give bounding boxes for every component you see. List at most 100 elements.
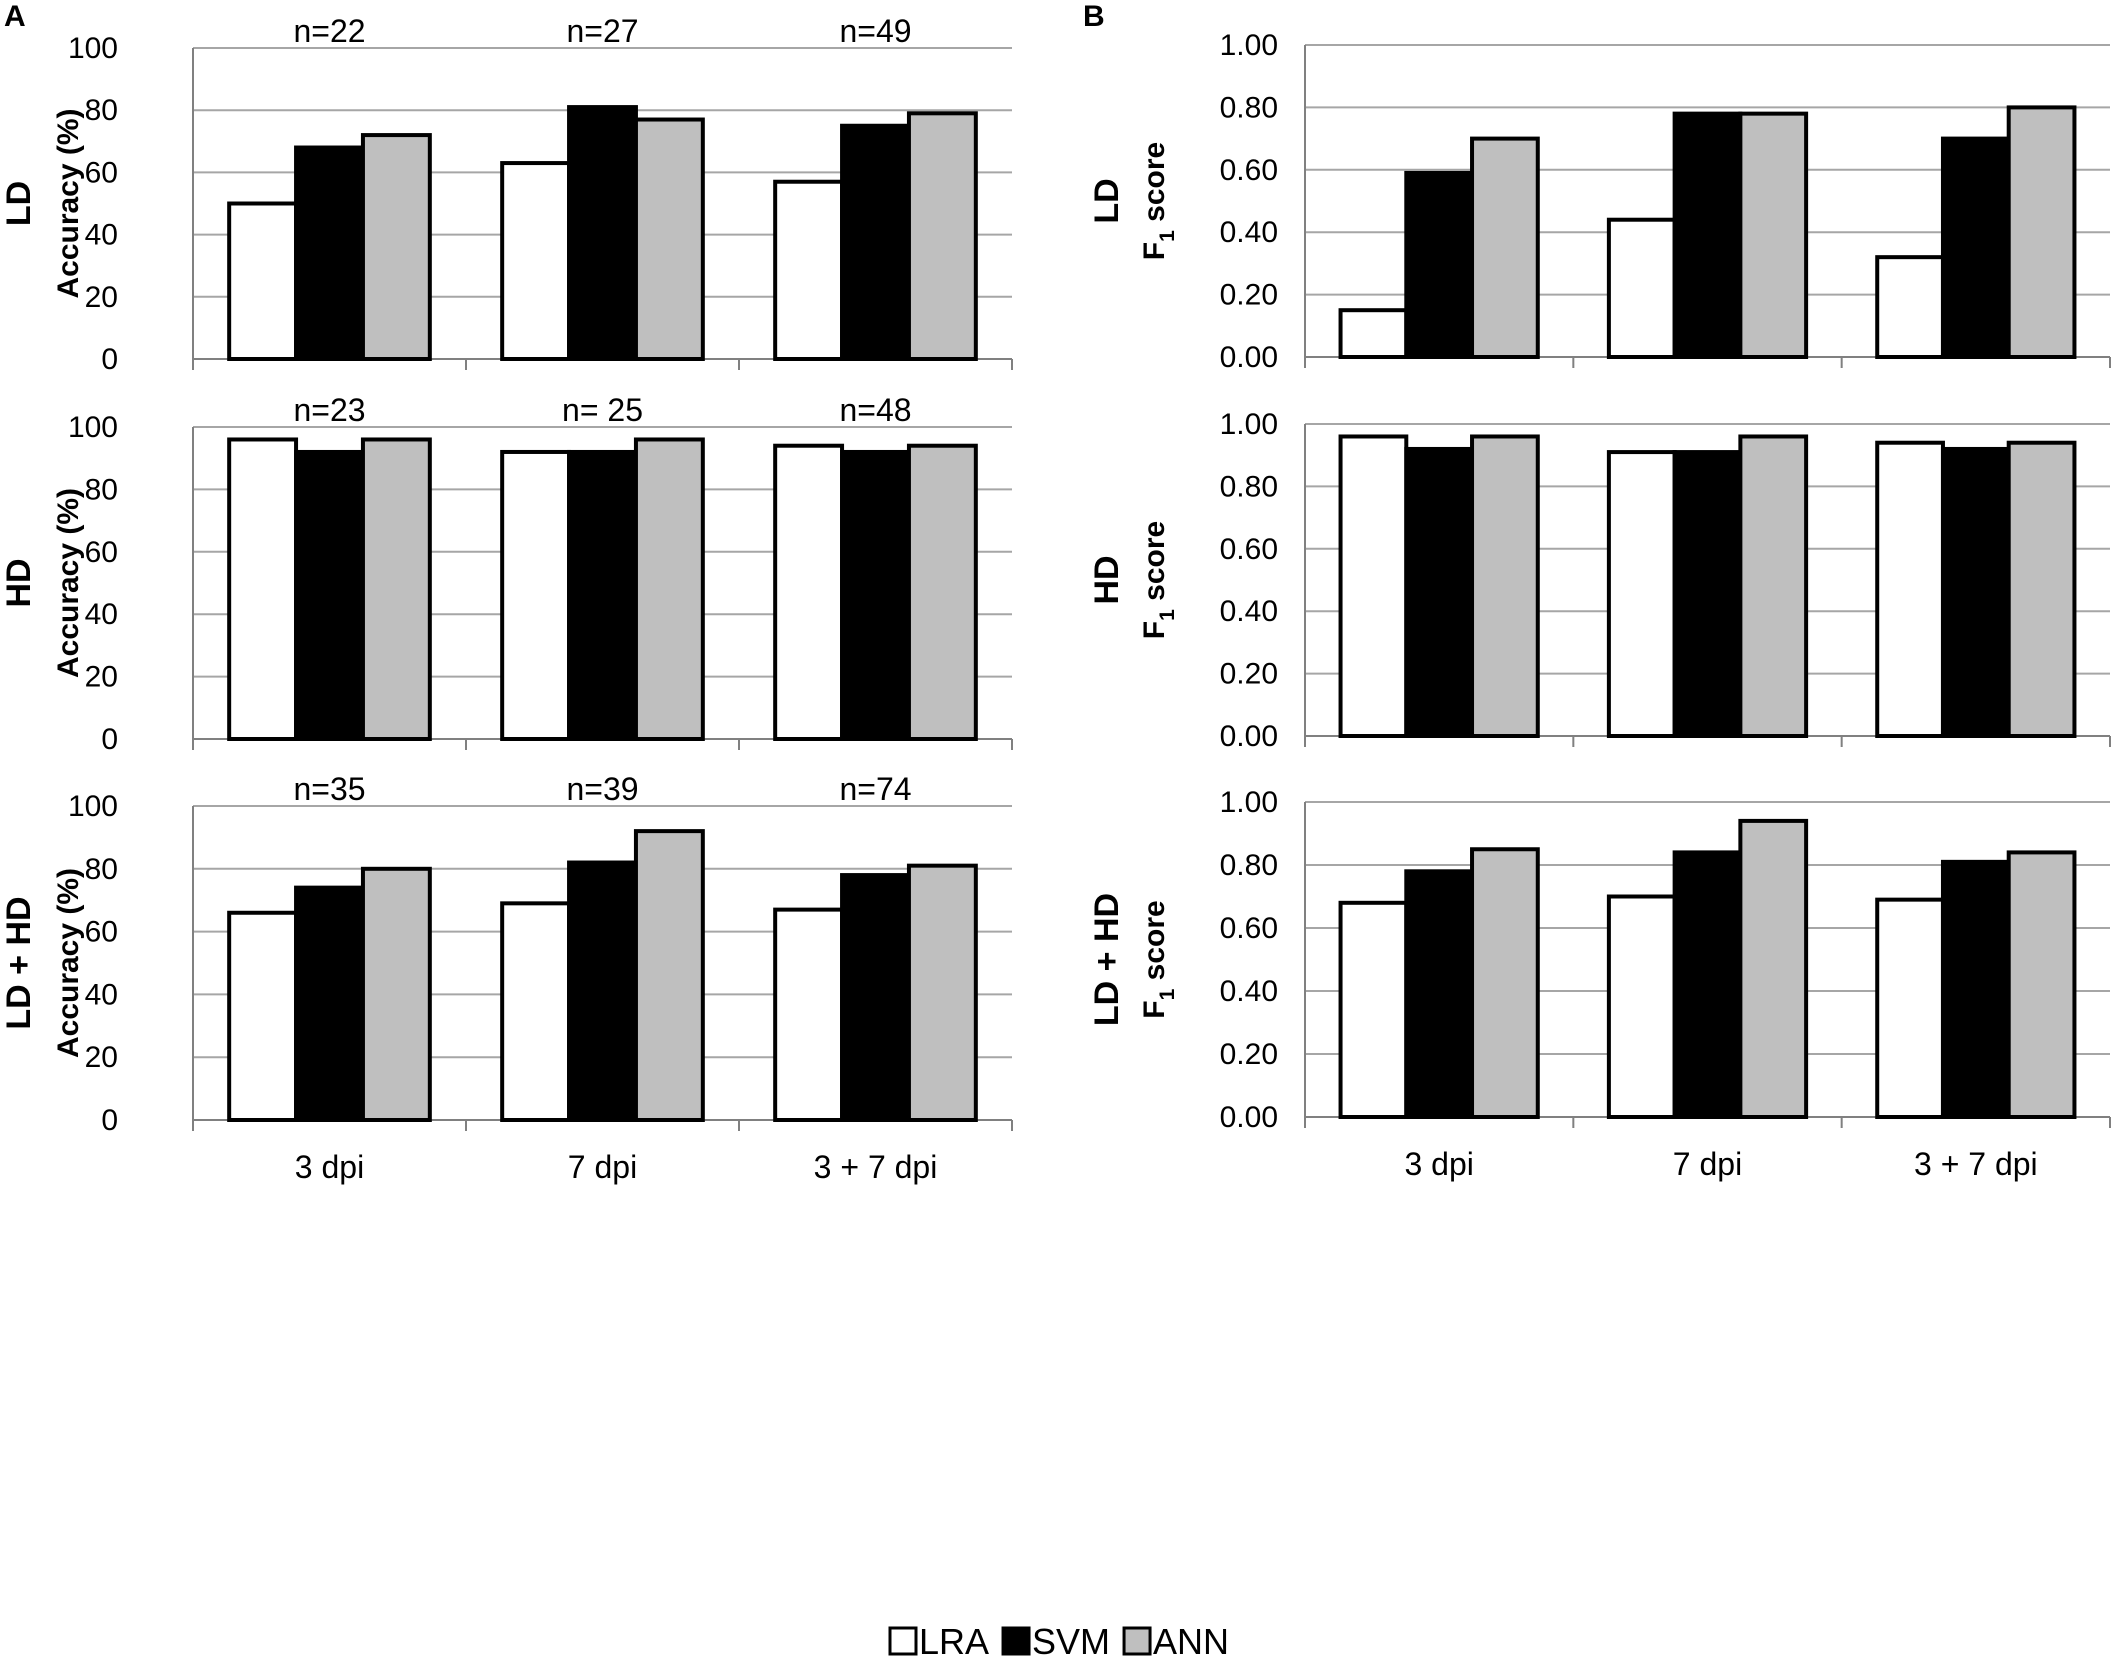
bar-svm-2 bbox=[567, 860, 638, 1123]
y-tick-label: 1.00 bbox=[1220, 29, 1278, 62]
chart-b-ldhd: 0.00 0.20 0.40 0.60 0.80 1.00 3 dpi 7 dpi 3 + 7 … bbox=[1088, 786, 2111, 1182]
y-tick-label: 40 bbox=[85, 219, 118, 252]
bar-ann-3 bbox=[2006, 105, 2077, 360]
bar-lra-3 bbox=[1875, 897, 1945, 1120]
chart-a-hd: 0 20 40 60 80 100 n=23 n= 25 n=48 HD Accuracy (%) bbox=[0, 392, 1013, 756]
x-category-label: 3 + 7 dpi bbox=[1914, 1146, 2038, 1182]
y-tick-label: 60 bbox=[85, 536, 118, 569]
bar-svm-2 bbox=[1672, 850, 1743, 1120]
y-axis-label: Accuracy (%) bbox=[52, 868, 85, 1058]
row-title: LD + HD bbox=[1088, 893, 1126, 1026]
legend-item-lra: LRA bbox=[888, 1621, 989, 1662]
legend-swatch bbox=[888, 1626, 918, 1656]
bar-svm-3 bbox=[840, 873, 911, 1123]
y-tick-label: 100 bbox=[68, 790, 118, 823]
bar-ann-2 bbox=[633, 117, 705, 361]
y-axis-label-main: F bbox=[1138, 621, 1171, 639]
y-tick-label: 20 bbox=[85, 661, 118, 694]
y-tick-label: 0.00 bbox=[1220, 341, 1278, 374]
legend-label: LRA bbox=[919, 1621, 989, 1662]
bar-ann-1 bbox=[360, 437, 432, 741]
y-tick-label: 0 bbox=[101, 343, 118, 376]
y-tick-label: 60 bbox=[85, 156, 118, 189]
legend-item-ann: ANN bbox=[1122, 1621, 1229, 1662]
y-axis-label: F1 score bbox=[1138, 142, 1179, 260]
legend-item-svm: SVM bbox=[1001, 1621, 1110, 1662]
bar-svm-3 bbox=[1940, 446, 2011, 738]
bar-svm-2 bbox=[567, 449, 638, 741]
row-title: LD + HD bbox=[0, 896, 38, 1029]
y-tick-label: 1.00 bbox=[1220, 408, 1278, 441]
y-tick-label: 100 bbox=[68, 32, 118, 65]
row-title: LD bbox=[0, 181, 38, 226]
sample-size-label: n= 25 bbox=[562, 392, 643, 428]
chart-a-ld: 0 20 40 60 80 100 n=22 n=27 n=49 LD Accuracy (%) bbox=[0, 13, 1013, 376]
bar-lra-2 bbox=[1606, 450, 1677, 738]
y-tick-label: 0 bbox=[101, 723, 118, 756]
bar-svm-2 bbox=[567, 105, 638, 361]
bar-ann-3 bbox=[906, 863, 978, 1122]
bar-lra-2 bbox=[1606, 894, 1677, 1119]
bar-lra-1 bbox=[227, 910, 299, 1123]
legend-label: SVM bbox=[1032, 1621, 1110, 1662]
y-axis-label-subscript: 1 bbox=[1156, 230, 1179, 242]
legend-swatch bbox=[1001, 1626, 1031, 1656]
y-axis-label-rest: score bbox=[1138, 900, 1171, 988]
y-tick-label: 0.40 bbox=[1220, 595, 1278, 628]
bar-svm-1 bbox=[1404, 869, 1475, 1119]
y-tick-label: 100 bbox=[68, 411, 118, 444]
bar-lra-1 bbox=[1338, 308, 1409, 360]
y-tick-label: 40 bbox=[85, 598, 118, 631]
bar-lra-1 bbox=[227, 437, 299, 741]
y-tick-label: 0.60 bbox=[1220, 533, 1278, 566]
y-axis-label-main: F bbox=[1138, 1000, 1171, 1018]
sample-size-label: n=74 bbox=[839, 771, 911, 807]
row-title: HD bbox=[0, 558, 38, 607]
bar-svm-1 bbox=[294, 885, 365, 1123]
bar-ann-1 bbox=[1470, 136, 1540, 359]
y-tick-label: 1.00 bbox=[1220, 786, 1278, 819]
y-tick-label: 80 bbox=[85, 94, 118, 127]
bar-svm-3 bbox=[1940, 136, 2011, 359]
bar-lra-3 bbox=[773, 179, 845, 361]
bar-lra-3 bbox=[773, 907, 845, 1122]
y-tick-label: 0.20 bbox=[1220, 658, 1278, 691]
y-tick-label: 40 bbox=[85, 978, 118, 1011]
y-axis-label-subscript: 1 bbox=[1156, 988, 1179, 1000]
bar-ann-2 bbox=[1738, 111, 1809, 359]
legend-swatch bbox=[1122, 1626, 1152, 1656]
panel-label-a: A bbox=[4, 0, 26, 33]
x-category-label: 3 + 7 dpi bbox=[814, 1149, 938, 1185]
bar-ann-1 bbox=[360, 866, 432, 1122]
bar-ann-3 bbox=[2006, 850, 2077, 1120]
y-tick-label: 20 bbox=[85, 1041, 118, 1074]
x-category-label: 7 dpi bbox=[568, 1149, 637, 1185]
bar-ann-1 bbox=[360, 133, 432, 361]
y-tick-label: 80 bbox=[85, 473, 118, 506]
bar-svm-2 bbox=[1672, 450, 1743, 738]
bar-lra-1 bbox=[1338, 434, 1409, 738]
bar-ann-2 bbox=[1738, 818, 1809, 1120]
bar-svm-1 bbox=[1404, 170, 1475, 359]
bar-lra-2 bbox=[500, 449, 572, 741]
bar-svm-1 bbox=[294, 145, 365, 361]
y-axis-label-subscript: 1 bbox=[1156, 609, 1179, 621]
sample-size-label: n=35 bbox=[293, 771, 365, 807]
bar-ann-1 bbox=[1470, 847, 1540, 1119]
y-tick-label: 0 bbox=[101, 1104, 118, 1137]
sample-size-label: n=23 bbox=[293, 392, 365, 428]
x-category-label: 7 dpi bbox=[1673, 1146, 1742, 1182]
row-title: LD bbox=[1088, 178, 1126, 223]
bar-ann-1 bbox=[1470, 434, 1540, 738]
y-tick-label: 0.60 bbox=[1220, 912, 1278, 945]
y-tick-label: 0.40 bbox=[1220, 216, 1278, 249]
bar-ann-2 bbox=[633, 437, 705, 741]
sample-size-label: n=48 bbox=[839, 392, 911, 428]
y-tick-label: 20 bbox=[85, 281, 118, 314]
sample-size-label: n=49 bbox=[839, 13, 911, 49]
chart-a-ldhd: 0 20 40 60 80 100 3 dpi n=35 7 dpi n=39 3 + 7 dpi n… bbox=[0, 771, 1013, 1185]
chart-b-hd: 0.00 0.20 0.40 0.60 0.80 1.00 HD F1 score bbox=[1088, 408, 2111, 753]
bar-svm-3 bbox=[840, 123, 911, 361]
sample-size-label: n=27 bbox=[566, 13, 638, 49]
